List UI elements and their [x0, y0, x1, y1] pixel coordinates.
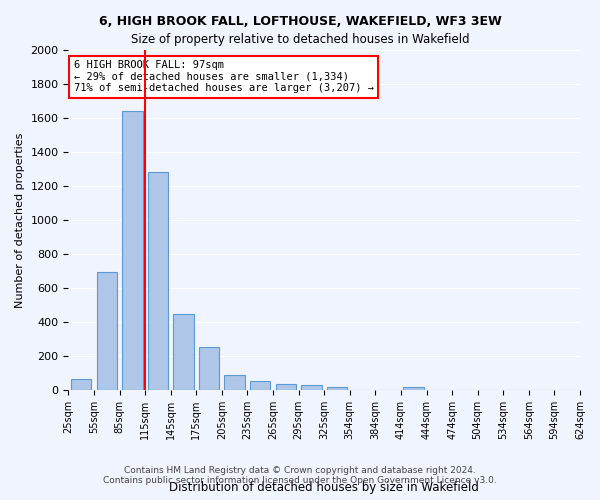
Bar — [301, 385, 322, 390]
Text: Contains HM Land Registry data © Crown copyright and database right 2024.
Contai: Contains HM Land Registry data © Crown c… — [103, 466, 497, 485]
Text: Size of property relative to detached houses in Wakefield: Size of property relative to detached ho… — [131, 32, 469, 46]
Bar — [224, 374, 245, 390]
Bar — [199, 346, 220, 390]
Text: 6, HIGH BROOK FALL, LOFTHOUSE, WAKEFIELD, WF3 3EW: 6, HIGH BROOK FALL, LOFTHOUSE, WAKEFIELD… — [98, 15, 502, 28]
Y-axis label: Number of detached properties: Number of detached properties — [15, 132, 25, 308]
Bar — [71, 379, 91, 390]
Bar — [122, 111, 143, 390]
Bar — [173, 314, 194, 390]
Bar — [327, 388, 347, 390]
Bar — [250, 380, 271, 390]
X-axis label: Distribution of detached houses by size in Wakefield: Distribution of detached houses by size … — [169, 481, 479, 494]
Bar — [97, 272, 117, 390]
Bar — [148, 172, 168, 390]
Bar — [403, 386, 424, 390]
Text: 6 HIGH BROOK FALL: 97sqm
← 29% of detached houses are smaller (1,334)
71% of sem: 6 HIGH BROOK FALL: 97sqm ← 29% of detach… — [74, 60, 374, 94]
Bar — [275, 384, 296, 390]
